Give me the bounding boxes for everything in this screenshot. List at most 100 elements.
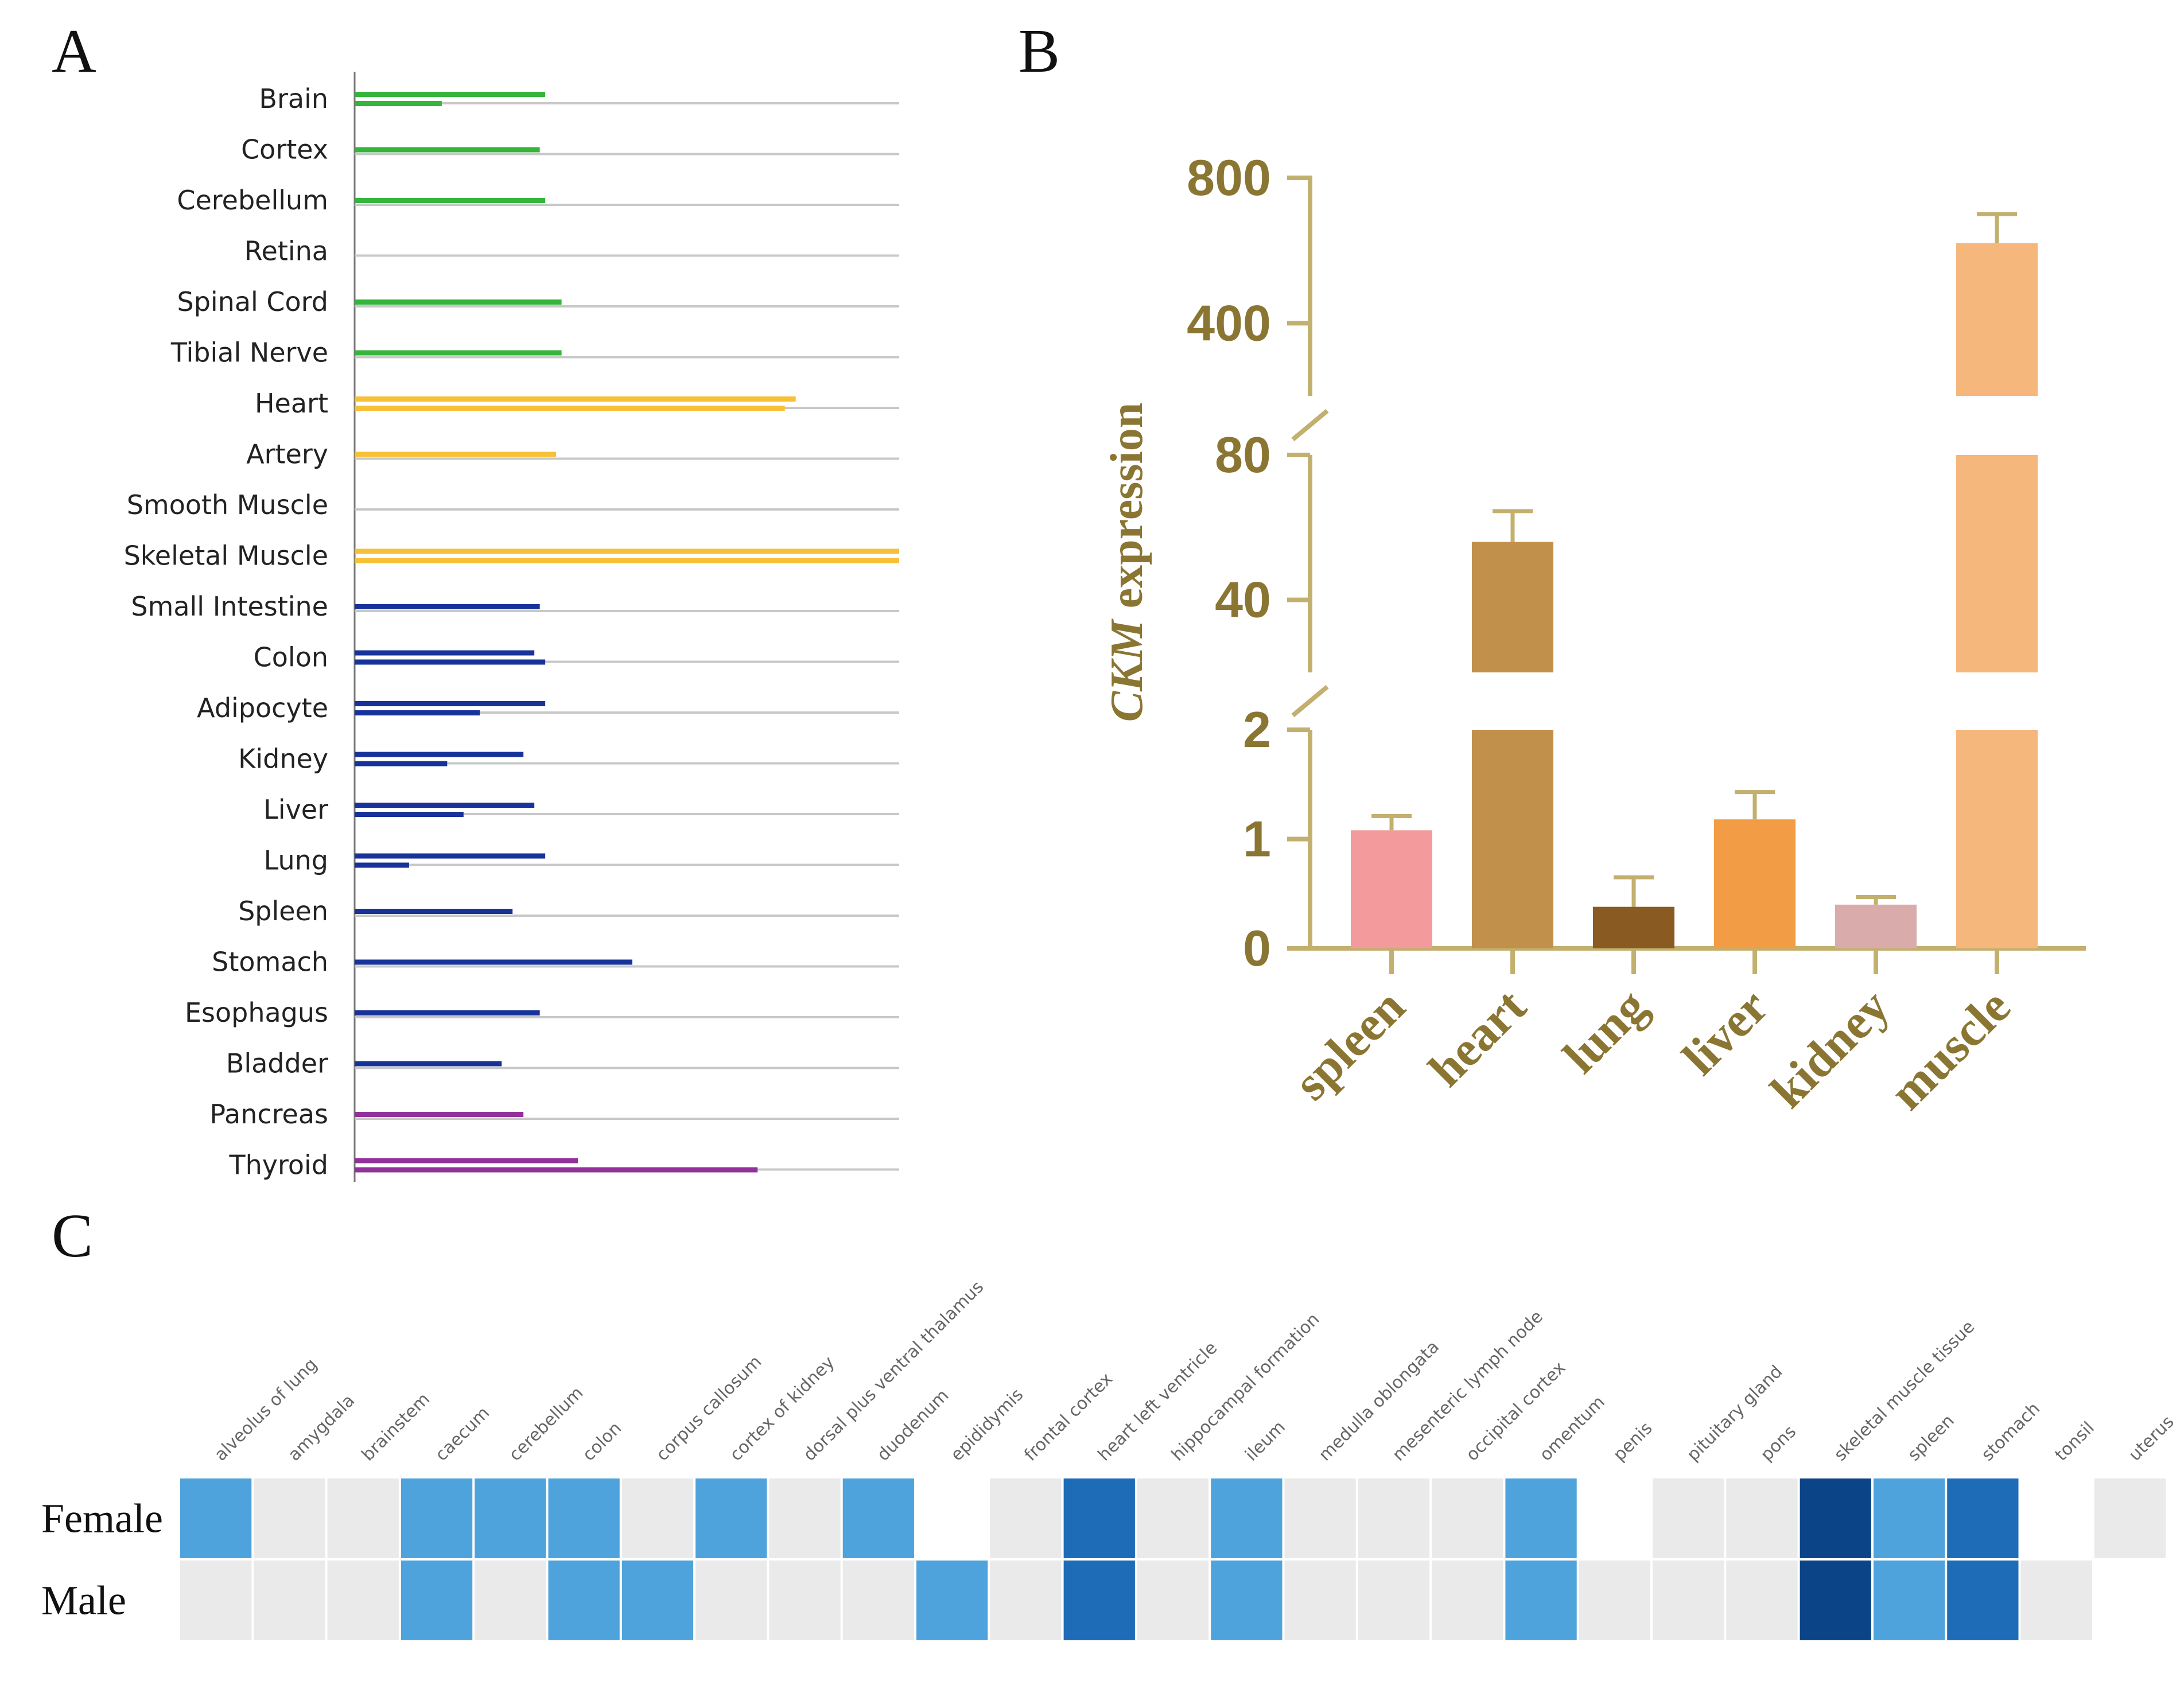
b-y-axis-label-gene: CKM <box>1102 618 1152 722</box>
a-tissue-label: Spleen <box>238 896 328 927</box>
c-heat-cell <box>1284 1478 1356 1558</box>
a-bar <box>355 701 546 706</box>
c-heat-cell <box>1137 1478 1209 1558</box>
a-tissue-label: Heart <box>255 388 328 419</box>
a-bar <box>355 406 785 411</box>
b-bar <box>1472 730 1553 948</box>
a-tissue-label: Small Intestine <box>131 591 328 622</box>
b-x-category-label: liver <box>1672 979 1778 1085</box>
b-bar <box>1472 542 1553 672</box>
b-bar <box>1956 243 2038 396</box>
a-tissue-label: Cortex <box>241 134 328 165</box>
b-x-category-label: muscle <box>1879 979 2021 1120</box>
a-bar <box>355 650 535 656</box>
a-bar <box>355 101 442 106</box>
c-heat-cell <box>1063 1478 1135 1558</box>
c-heat-cell <box>1505 1561 1577 1640</box>
c-column-label: pons <box>1756 1422 1800 1465</box>
a-tissue-label: Esophagus <box>185 997 328 1028</box>
b-y-axis-label: CKM expression <box>1102 403 1152 722</box>
a-tissue-label: Spinal Cord <box>177 286 329 317</box>
c-column-label: medulla oblongata <box>1315 1337 1443 1465</box>
a-bar <box>355 1167 758 1173</box>
c-heat-cell <box>2094 1561 2166 1640</box>
b-y-tick-label: 2 <box>1243 701 1271 758</box>
c-row-label: Male <box>41 1578 126 1624</box>
c-heat-cell <box>2094 1478 2166 1558</box>
c-heat-cell <box>475 1478 546 1558</box>
c-column-label: mesenteric lymph node <box>1389 1307 1547 1465</box>
c-heat-cell <box>1800 1478 1871 1558</box>
a-bar <box>355 1112 524 1117</box>
a-tissue-label: Tibial Nerve <box>170 337 328 368</box>
c-heat-cell <box>842 1561 914 1640</box>
c-column-label: skeletal muscle tissue <box>1831 1317 1979 1465</box>
c-heat-cell <box>254 1478 325 1558</box>
a-tissue-label: Brain <box>259 83 328 114</box>
a-bar <box>355 558 899 563</box>
c-heat-cell <box>2020 1478 2092 1558</box>
c-heat-cell <box>1947 1561 2019 1640</box>
c-heat-cell <box>916 1478 988 1558</box>
a-tissue-label: Cerebellum <box>177 185 328 216</box>
c-column-label: uterus <box>2125 1412 2178 1465</box>
c-heat-cell <box>401 1478 473 1558</box>
b-y-tick-label: 400 <box>1187 294 1271 351</box>
c-column-label: hippocampal formation <box>1168 1309 1324 1465</box>
a-bar <box>355 1158 578 1164</box>
c-heat-cell <box>1653 1478 1724 1558</box>
c-column-label: duodenum <box>873 1386 953 1465</box>
c-heat-cell <box>1211 1478 1283 1558</box>
b-y-axis-label-text: expression <box>1102 403 1152 620</box>
a-bar <box>355 1061 502 1067</box>
c-heat-cell <box>1432 1561 1503 1640</box>
c-heat-cell <box>842 1478 914 1558</box>
b-axis-break-mark <box>1291 408 1329 442</box>
c-column-label: tonsil <box>2051 1418 2098 1465</box>
b-bar <box>1956 730 2038 948</box>
c-column-label: epididymis <box>947 1385 1027 1465</box>
b-x-category-label: kidney <box>1760 979 1900 1119</box>
b-bar <box>1956 455 2038 672</box>
c-heat-cell <box>548 1561 620 1640</box>
a-bar <box>355 761 448 766</box>
a-tissue-label: Liver <box>263 794 328 825</box>
a-bar <box>355 198 546 203</box>
a-tissue-label: Artery <box>246 439 328 470</box>
b-bar <box>1351 830 1432 948</box>
b-y-tick-label: 80 <box>1215 426 1271 483</box>
a-bar <box>355 862 409 868</box>
b-x-category-label: heart <box>1418 978 1537 1097</box>
a-bar <box>355 812 464 817</box>
c-heat-cell <box>401 1561 473 1640</box>
b-y-tick-label: 800 <box>1187 149 1271 206</box>
c-heat-cell <box>548 1478 620 1558</box>
c-row-label: Female <box>41 1496 163 1542</box>
c-heat-cell <box>327 1561 399 1640</box>
c-heat-cell <box>1579 1561 1650 1640</box>
c-heat-cell <box>1726 1561 1798 1640</box>
a-tissue-label: Skeletal Muscle <box>124 540 328 571</box>
a-tissue-label: Stomach <box>212 947 328 978</box>
c-heat-cell <box>695 1478 767 1558</box>
c-column-label: colon <box>579 1418 626 1465</box>
c-column-label: amygdala <box>284 1391 359 1465</box>
c-heat-cell <box>180 1561 252 1640</box>
c-heat-cell <box>769 1561 841 1640</box>
a-bar <box>355 350 562 356</box>
c-heat-cell <box>695 1561 767 1640</box>
a-bar <box>355 803 535 808</box>
b-axis-break-mark <box>1291 684 1329 718</box>
c-heat-cell <box>1211 1561 1283 1640</box>
a-bar <box>355 659 546 665</box>
c-heat-cell <box>1284 1561 1356 1640</box>
c-heat-cell <box>1947 1478 2019 1558</box>
c-heat-cell <box>1505 1478 1577 1558</box>
c-heat-cell <box>1579 1478 1650 1558</box>
c-heat-cell <box>916 1561 988 1640</box>
a-bar <box>355 959 632 965</box>
c-column-label: omentum <box>1536 1392 1608 1465</box>
c-heat-cell <box>1063 1561 1135 1640</box>
a-bar <box>355 752 524 757</box>
